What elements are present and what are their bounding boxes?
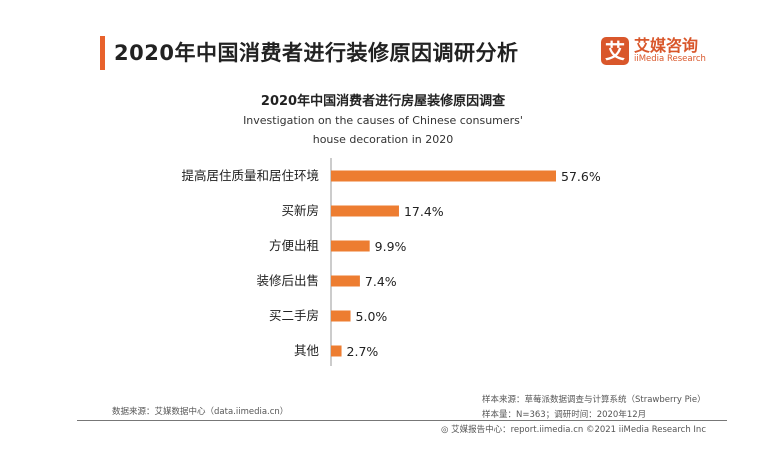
logo-mark: 艾	[601, 37, 629, 65]
bar-1	[331, 205, 399, 217]
report-center-icon: ◎	[441, 425, 452, 435]
chart-subtitle-line2: house decoration in 2020	[312, 133, 454, 146]
category-label: 买二手房	[269, 308, 319, 323]
iimedia-logo: 艾 艾媒咨询 iiMedia Research	[601, 37, 706, 65]
data-label: 57.6%	[561, 169, 601, 184]
bar-3	[331, 275, 360, 287]
bar-4	[331, 310, 351, 322]
page-title: 2020年中国消费者进行装修原因调研分析	[114, 41, 519, 65]
category-label: 买新房	[281, 203, 319, 218]
bar-2	[331, 240, 370, 252]
footer-divider	[77, 420, 727, 421]
copyright: ◎ 艾媒报告中心：report.iimedia.cn ©2021 iiMedia…	[441, 423, 706, 435]
chart-title: 2020年中国消费者进行房屋装修原因调查	[260, 94, 506, 109]
data-label: 17.4%	[404, 204, 444, 219]
data-label: 9.9%	[375, 239, 407, 254]
category-label: 方便出租	[269, 238, 319, 253]
data-label: 7.4%	[365, 274, 397, 289]
data-label: 5.0%	[356, 309, 388, 324]
title-accent-bar	[100, 36, 105, 70]
chart-subtitle-line1: Investigation on the causes of Chinese c…	[243, 114, 523, 127]
bar-5	[331, 345, 342, 357]
sample-size: 样本量：N=363；调研时间：2020年12月	[482, 410, 647, 420]
category-label: 其他	[294, 343, 320, 358]
category-label: 装修后出售	[256, 273, 319, 288]
copyright-text: 艾媒报告中心：report.iimedia.cn ©2021 iiMedia R…	[451, 425, 706, 435]
bar-0	[331, 170, 556, 182]
data-label: 2.7%	[347, 344, 379, 359]
chart-subtitle: Investigation on the causes of Chinese c…	[0, 111, 766, 149]
sample-source: 样本来源：草莓派数据调查与计算系统（Strawberry Pie）	[482, 395, 706, 405]
category-label: 提高居住质量和居住环境	[181, 168, 319, 183]
data-source: 数据来源：艾媒数据中心（data.iimedia.cn）	[112, 407, 289, 417]
